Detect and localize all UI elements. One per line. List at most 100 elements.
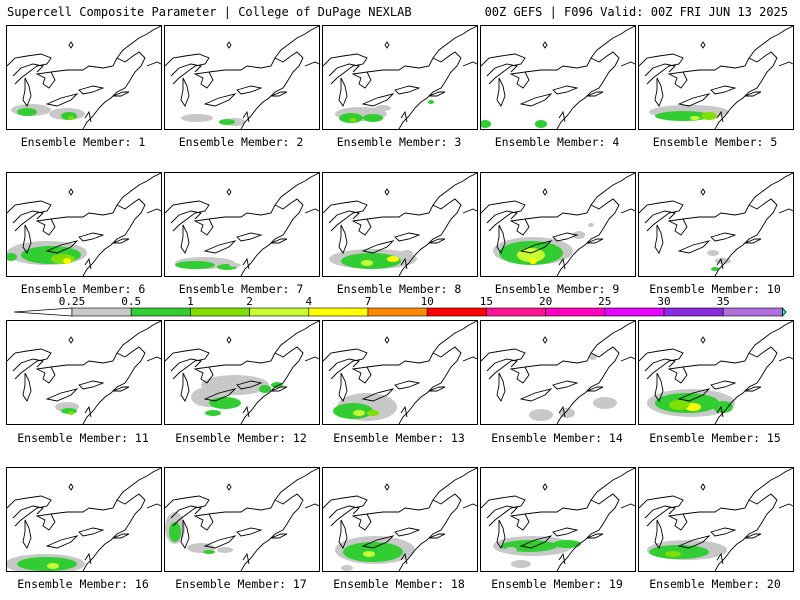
map-boundary-line [428,91,446,97]
ensemble-map-panel [322,172,478,277]
colorbar-segment [130,307,191,317]
colorbar-tick-label: 25 [598,295,612,308]
map-boundary-line [714,346,778,424]
diamond-marker-icon [700,188,706,196]
map-boundary-line [180,519,190,549]
map-boundary-line [366,475,464,515]
ensemble-map-panel [638,25,794,130]
ensemble-map [639,26,793,129]
scp-field-shading [175,261,215,269]
colorbar-segment [486,307,546,317]
map-boundary-line [778,503,793,509]
map-boundary-line [481,200,526,232]
ensemble-map [481,468,635,571]
map-boundary-line [304,356,319,362]
ensemble-member-caption: Ensemble Member: 20 [649,577,781,591]
map-boundary-line [558,552,566,565]
map-boundary-line [82,493,146,571]
map-boundary-line [304,26,319,35]
map-boundary-line [558,110,566,123]
map-boundary-line [394,527,421,537]
map-boundary-line [716,257,724,270]
scp-field-shading [271,382,283,388]
diamond-marker-icon [700,41,706,49]
ensemble-map [639,321,793,424]
map-boundary-line [170,63,202,77]
ensemble-map-panel [6,172,162,277]
scp-field-shading [181,114,213,122]
diamond-marker-icon [68,483,74,491]
colorbar-tick-label: 20 [538,295,553,308]
colorbar-tick-label: 7 [364,295,372,308]
scp-field-shading [375,105,391,111]
map-boundary-line [620,321,635,330]
ensemble-member-caption: Ensemble Member: 1 [20,135,146,149]
map-boundary-line [558,257,566,270]
map-boundary-line [165,495,210,527]
diamond-marker-icon [384,188,390,196]
map-boundary-line [654,77,664,107]
map-boundary-line [509,218,530,236]
map-boundary-line [552,527,579,537]
ensemble-map-panel [164,320,320,425]
map-boundary-line [50,180,148,220]
map-boundary-line [519,388,553,402]
scp-field-shading [205,410,221,416]
scp-field-shading [481,120,491,128]
map-boundary-line [146,356,161,362]
scp-field-shading [529,409,553,421]
colorbar-tick-label: 1 [187,295,194,308]
map-boundary-line [82,198,146,276]
scp-field-shading [219,119,235,125]
map-boundary-line [462,321,477,330]
map-boundary-line [270,533,288,539]
ensemble-map-panel [322,320,478,425]
scp-field-shading [203,550,215,554]
map-boundary-line [394,232,421,242]
map-boundary-line [84,552,92,565]
map-boundary-line [400,405,408,418]
map-boundary-line [22,519,32,549]
map-boundary-line [304,321,319,330]
map-boundary-line [78,232,105,242]
scp-field-shading [593,397,617,409]
scp-field-shading [665,551,681,557]
map-boundary-line [203,93,237,107]
map-boundary-line [180,372,190,402]
map-boundary-line [366,180,464,220]
map-boundary-line [328,505,360,519]
map-boundary-line [242,110,250,123]
map-boundary-line [146,468,161,477]
diamond-marker-icon [226,483,232,491]
scp-field-shading [363,551,375,557]
ensemble-member-caption: Ensemble Member: 13 [333,431,465,445]
map-boundary-line [620,503,635,509]
map-boundary-line [84,110,92,123]
map-boundary-line [778,321,793,330]
scp-field-shading [573,231,585,239]
scp-field-shading [169,522,181,542]
map-boundary-line [398,198,462,276]
map-boundary-line [323,53,368,85]
map-boundary-line [586,238,604,244]
ensemble-member-caption: Ensemble Member: 12 [175,431,307,445]
map-boundary-line [351,366,372,384]
ensemble-member-caption: Ensemble Member: 10 [649,282,781,296]
colorbar-segment [367,307,428,317]
map-boundary-line [714,493,778,571]
ensemble-member-caption: Ensemble Member: 4 [494,135,620,149]
diamond-marker-icon [68,336,74,344]
ensemble-member-caption: Ensemble Member: 5 [652,135,778,149]
scp-field-shading [353,410,365,416]
map-boundary-line [22,224,32,254]
map-boundary-line [304,208,319,214]
map-boundary-line [519,240,553,254]
scp-field-shading [68,116,74,120]
diamond-marker-icon [384,41,390,49]
map-boundary-line [481,53,526,85]
colorbar-tick-label: 0.25 [58,295,86,308]
map-boundary-line [778,208,793,214]
ensemble-member-caption: Ensemble Member: 2 [178,135,304,149]
map-boundary-line [556,198,620,276]
map-boundary-line [654,372,664,402]
